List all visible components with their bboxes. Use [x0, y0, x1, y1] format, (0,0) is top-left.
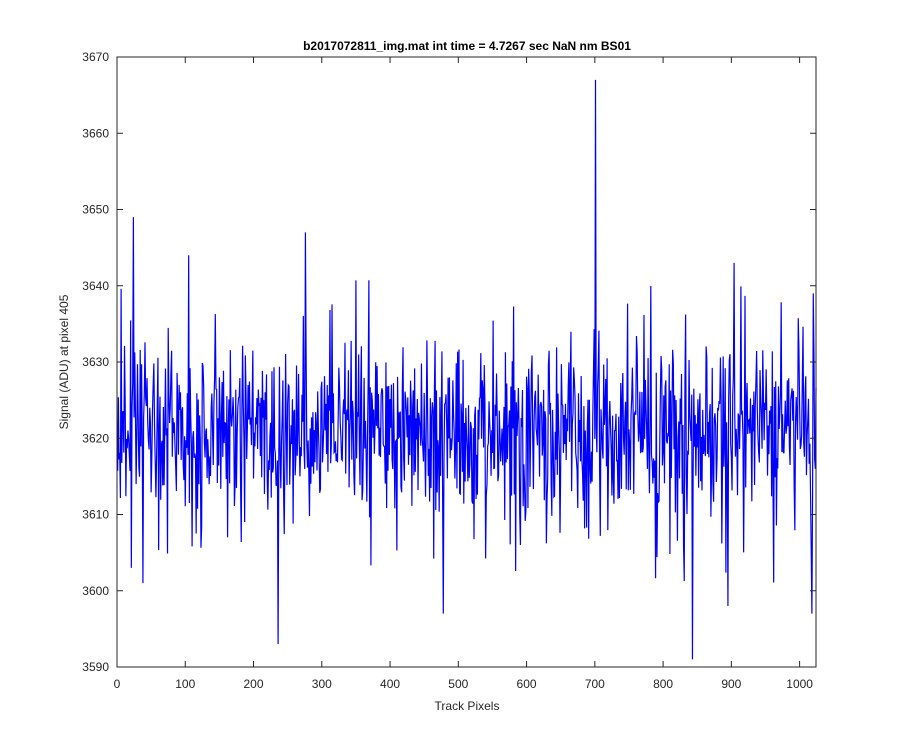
- series-group: [117, 79, 817, 660]
- y-tick-label: 3610: [82, 508, 109, 522]
- y-axis-title: Signal (ADU) at pixel 405: [57, 294, 71, 429]
- y-tick-label: 3660: [82, 126, 109, 140]
- y-tick-label: 3670: [82, 50, 109, 64]
- axes-background: [117, 57, 816, 667]
- plot-area: [116, 56, 817, 668]
- x-tick-label: 500: [448, 677, 468, 691]
- x-tick-label: 200: [244, 677, 264, 691]
- y-axis-ticks: 3590 3600 3610 3620 3630 3640 3650 3660 3670: [82, 50, 816, 674]
- chart-title: b2017072811_img.mat int time = 4.7267 se…: [303, 39, 631, 53]
- y-tick-label: 3600: [82, 584, 109, 598]
- x-tick-label: 400: [380, 677, 400, 691]
- y-tick-label: 3590: [82, 660, 109, 674]
- x-tick-label: 1000: [786, 677, 813, 691]
- x-tick-label: 300: [312, 677, 332, 691]
- x-tick-label: 800: [653, 677, 673, 691]
- x-axis-title: Track Pixels: [435, 699, 500, 713]
- signal-series-line: [117, 79, 817, 660]
- x-tick-label: 700: [585, 677, 605, 691]
- x-tick-label: 0: [114, 677, 121, 691]
- y-tick-label: 3640: [82, 279, 109, 293]
- y-tick-label: 3620: [82, 431, 109, 445]
- x-tick-label: 100: [175, 677, 195, 691]
- y-tick-label: 3650: [82, 203, 109, 217]
- x-tick-label: 900: [721, 677, 741, 691]
- x-tick-label: 600: [517, 677, 537, 691]
- y-tick-label: 3630: [82, 355, 109, 369]
- x-axis-ticks: 0 100 200 300 400 500 600 700 800 900 1000: [114, 57, 813, 691]
